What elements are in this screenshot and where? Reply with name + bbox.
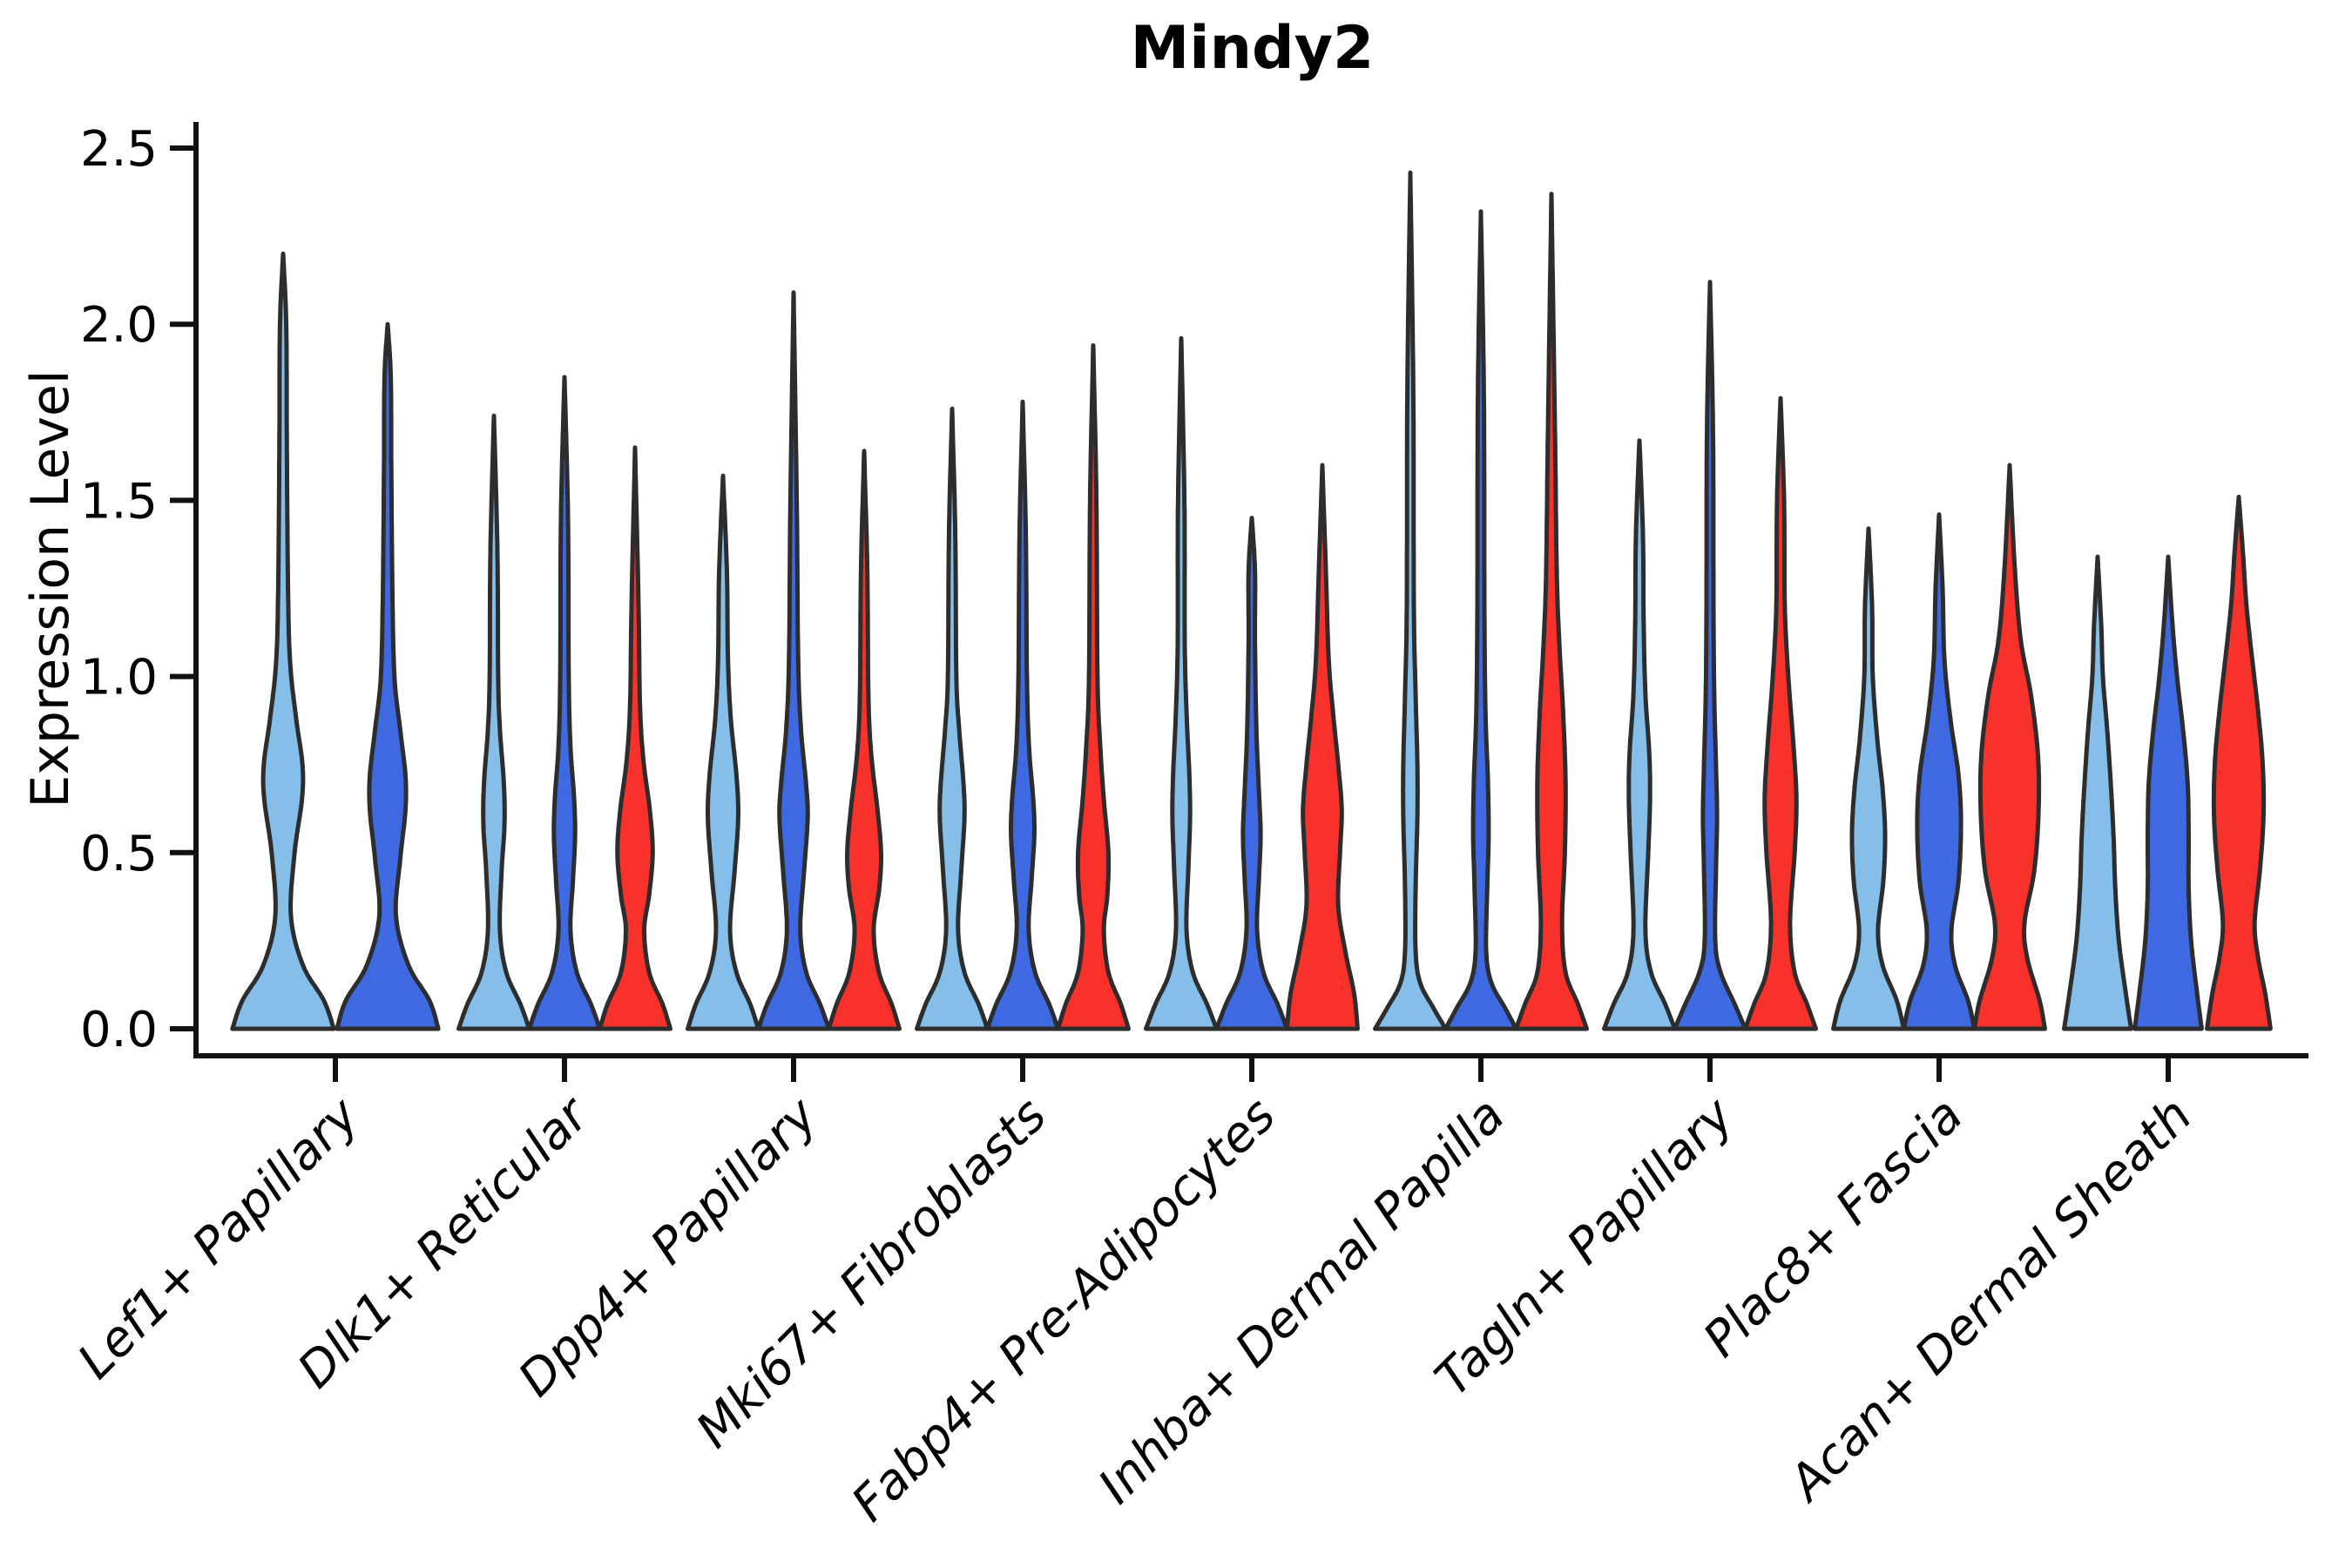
violin-fabp4-pre-adipocytes-dark_blue [1214,516,1289,1031]
y-tick-label-1.5: 1.5 [80,473,158,530]
violin-plac8-fascia-dark_blue [1902,512,1977,1031]
violin-dpp4-papillary-red [827,449,902,1031]
y-tick-label-2.5: 2.5 [80,121,158,178]
violin-mki67-fibroblasts-light_blue [915,406,990,1031]
violin-acan-dermal-sheath-light_blue [2062,554,2133,1031]
violin-dlk1-reticular-light_blue [456,413,531,1031]
violin-mki67-fibroblasts-red [1056,343,1131,1031]
violin-inhba-dermal-papilla-red [1514,192,1589,1031]
violin-dpp4-papillary-dark_blue [756,290,831,1031]
violin-plac8-fascia-light_blue [1831,526,1906,1031]
y-tick-label-0.0: 0.0 [80,1002,158,1058]
x-tick-label-acan-dermal-sheath: Acan+ Dermal Sheath [1777,1087,2203,1513]
y-axis-label: Expression Level [20,369,81,808]
violin-tagln-papillary-light_blue [1602,438,1677,1031]
y-tick-label-2.0: 2.0 [80,297,158,354]
y-tick-label-1.0: 1.0 [80,650,158,706]
violin-fabp4-pre-adipocytes-red [1285,463,1360,1031]
violin-fabp4-pre-adipocytes-light_blue [1144,335,1219,1031]
violin-tagln-papillary-dark_blue [1673,280,1747,1031]
violin-acan-dermal-sheath-red [2205,494,2273,1031]
violin-lef1-papillary-dark_blue [335,321,441,1031]
violin-tagln-papillary-red [1743,395,1818,1031]
violin-inhba-dermal-papilla-light_blue [1373,170,1448,1031]
violin-acan-dermal-sheath-dark_blue [2132,554,2204,1031]
y-tick-label-0.5: 0.5 [80,826,158,882]
x-tick-label-fabp4-pre-adipocytes: Fabp4+ Pre-Adipocytes [841,1087,1287,1532]
violin-dlk1-reticular-dark_blue [527,375,602,1031]
x-tick-label-inhba-dermal-papilla: Inhba+ Dermal Papilla [1088,1087,1516,1515]
violin-inhba-dermal-papilla-dark_blue [1443,209,1518,1031]
violin-dpp4-papillary-light_blue [686,473,760,1031]
chart-title: Mindy2 [1130,14,1375,83]
violin-plac8-fascia-red [1972,463,2047,1031]
violin-lef1-papillary-light_blue [230,251,336,1031]
violin-dlk1-reticular-red [598,445,672,1031]
violin-mki67-fibroblasts-dark_blue [985,399,1060,1031]
